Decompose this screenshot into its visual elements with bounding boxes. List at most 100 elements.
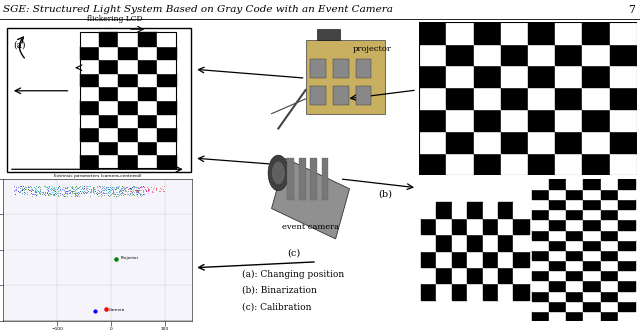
Point [18,184,28,189]
Point [55,190,65,195]
Point [112,185,122,190]
Point [89,186,99,191]
Bar [532,291,549,301]
Point [132,187,143,193]
Point [122,190,132,195]
Point [100,187,110,192]
Point [49,193,59,198]
Point [72,189,83,194]
Point [86,188,97,194]
Point [118,184,128,189]
Point [21,186,31,191]
Point [95,183,105,189]
Point [98,188,108,193]
Point [109,184,119,189]
Point [114,188,124,193]
Point [114,186,124,192]
Point [89,190,99,196]
Point [83,189,93,194]
Point [55,188,65,193]
Point [139,184,149,190]
Bar [532,301,549,311]
Point [96,189,106,194]
Point [17,187,28,192]
Point [123,186,133,191]
Point [43,192,53,198]
Point [44,189,54,194]
Point [136,183,147,189]
Bar [436,283,452,300]
Point [84,184,94,189]
Bar [582,43,610,66]
Point [61,190,71,196]
Bar [549,210,566,219]
Point [108,191,118,197]
Point [33,188,43,193]
Bar [118,46,138,59]
Point [52,191,62,196]
Point [49,188,60,193]
Bar [421,218,436,234]
Point [89,188,99,193]
Point [30,189,40,195]
Point [29,187,40,192]
Point [97,192,108,197]
Point [39,192,49,197]
Point [128,184,138,190]
Point [129,189,140,194]
Point [66,188,76,194]
Point [148,184,159,190]
Bar [80,32,99,46]
Point [132,192,142,197]
Bar [556,43,582,66]
Point [126,190,136,196]
Point [19,191,29,196]
Point [60,186,70,191]
Point [138,191,148,196]
Bar [419,66,447,87]
Bar [498,283,513,300]
Bar [483,234,498,251]
Bar [600,230,618,240]
Bar [532,189,549,199]
Point [48,186,58,191]
Point [40,183,50,189]
Point [111,193,121,199]
Point [72,191,82,196]
Point [124,184,134,189]
Bar [600,270,618,280]
Bar [419,110,447,131]
Bar [618,281,635,291]
Text: Camera: Camera [108,307,125,311]
Point [76,188,86,194]
Bar [556,66,582,87]
Bar [498,251,513,267]
Bar [549,281,566,291]
Bar [501,154,528,175]
Point [113,184,124,189]
Point [132,192,142,197]
Point [103,190,113,195]
Point [85,189,95,195]
Point [62,184,72,190]
Point [71,190,81,196]
Point [86,188,97,193]
Point [108,184,118,189]
Point [73,185,83,190]
Point [123,186,133,192]
Bar [618,189,635,199]
Bar [157,154,176,168]
Point [35,189,45,194]
Point [135,192,145,197]
Bar [452,267,467,283]
Point [38,190,48,195]
Point [121,184,131,190]
Point [131,185,141,190]
Point [105,190,115,195]
Point [134,185,144,191]
Point [74,190,84,195]
Text: (c): (c) [287,249,301,258]
Point [113,185,124,191]
Point [108,190,118,195]
Point [96,190,106,195]
